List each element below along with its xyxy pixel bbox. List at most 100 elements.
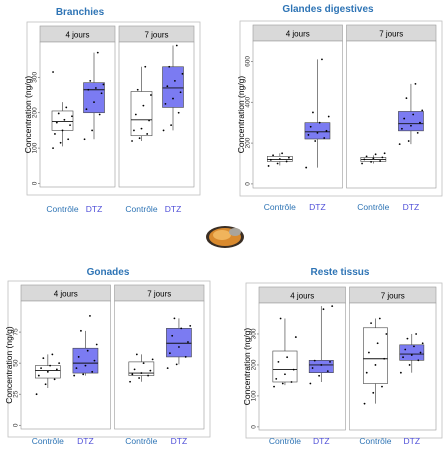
y-tick-label: 300 [251, 328, 258, 339]
category-label: Contrôle [269, 436, 301, 446]
category-label: DTZ [313, 436, 330, 446]
data-point [67, 138, 70, 141]
y-tick-label: 100 [32, 142, 39, 153]
data-point [285, 160, 288, 163]
data-point [57, 112, 60, 115]
box-controle [272, 317, 298, 388]
data-point [98, 113, 101, 116]
data-point [134, 113, 137, 116]
data-point [311, 367, 314, 369]
data-point [370, 160, 372, 163]
box-dtz [162, 44, 184, 132]
data-point [276, 162, 279, 165]
category-label: DTZ [77, 436, 94, 446]
box-iqr [130, 91, 153, 137]
box-iqr [308, 360, 334, 373]
data-point [140, 127, 143, 130]
data-point [37, 374, 40, 377]
data-point [287, 156, 290, 159]
data-point [279, 317, 282, 320]
data-point [149, 369, 152, 372]
panel-frame [26, 21, 201, 196]
category-label: DTZ [86, 204, 103, 214]
box-iqr [83, 82, 105, 114]
data-point [100, 92, 103, 95]
data-point [148, 119, 150, 122]
box-iqr [399, 344, 425, 361]
y-tick-label: 600 [245, 56, 252, 67]
data-point [273, 385, 275, 388]
box-controle [130, 65, 153, 142]
data-point [91, 129, 94, 132]
data-point [294, 336, 297, 338]
data-point [361, 162, 363, 165]
data-point [142, 104, 145, 107]
facet-frame [118, 41, 195, 188]
data-point [58, 362, 61, 365]
facet-label: 7 jours [381, 292, 405, 301]
y-axis-label: Concentration (ng/g) [236, 76, 246, 154]
data-point [144, 65, 147, 68]
data-point [305, 166, 308, 169]
data-point [379, 160, 382, 162]
box-controle [363, 317, 388, 405]
data-point [372, 391, 375, 394]
data-point [421, 342, 424, 345]
data-point [363, 158, 366, 161]
y-tick-label: 0 [32, 181, 39, 185]
facet-frame [349, 302, 437, 431]
data-point [313, 359, 316, 362]
data-point [281, 152, 284, 155]
data-point [398, 143, 401, 146]
data-point [284, 373, 286, 376]
category-label: Contrôle [357, 202, 389, 212]
data-point [52, 71, 54, 73]
data-point [421, 109, 424, 112]
y-tick-label: 400 [245, 96, 252, 107]
data-point [166, 85, 169, 88]
data-point [412, 113, 415, 116]
data-point [71, 115, 73, 118]
box-controle [267, 152, 293, 167]
data-point [169, 352, 171, 355]
data-point [65, 106, 68, 109]
data-point [55, 121, 58, 124]
data-point [150, 94, 152, 96]
facet-label: 4 jours [286, 30, 310, 39]
facet-label: 7 jours [144, 31, 168, 40]
data-point [40, 367, 42, 370]
category-label: Contrôle [264, 202, 296, 212]
data-point [171, 334, 174, 337]
data-point [184, 356, 187, 358]
box-controle [51, 71, 74, 149]
data-point [85, 108, 88, 111]
y-tick-label: 25 [13, 390, 20, 398]
data-point [408, 364, 411, 366]
data-point [405, 97, 408, 100]
data-point [172, 97, 174, 100]
data-point [91, 370, 94, 373]
data-point [129, 380, 131, 383]
y-tick-label: 200 [32, 107, 39, 118]
category-label: Contrôle [32, 436, 64, 446]
facet-label: 4 jours [290, 292, 314, 301]
panel-frame [239, 20, 443, 197]
data-point [309, 382, 312, 385]
data-point [73, 374, 76, 377]
data-point [187, 341, 189, 343]
category-label: DTZ [403, 202, 420, 212]
facet-label: 4 jours [65, 31, 89, 40]
data-point [93, 359, 96, 362]
data-point [53, 378, 56, 381]
data-point [415, 333, 418, 335]
box-iqr [128, 361, 155, 376]
data-point [374, 364, 377, 366]
chart-panel: Branchies Concentration (ng/g) 0 100 200 300 4… [23, 7, 201, 214]
data-point [417, 359, 420, 362]
y-tick-label: 300 [32, 72, 39, 83]
data-point [410, 354, 413, 356]
data-point [179, 91, 182, 94]
box-controle [128, 353, 155, 383]
data-point [77, 356, 80, 358]
data-point [281, 382, 284, 385]
